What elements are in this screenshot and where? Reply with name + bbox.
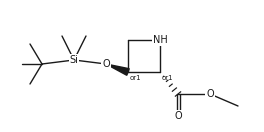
Text: or1: or1: [130, 75, 142, 81]
Text: Si: Si: [69, 55, 78, 65]
Text: O: O: [102, 59, 110, 69]
Text: O: O: [206, 89, 214, 99]
Text: or1: or1: [162, 75, 174, 81]
Polygon shape: [106, 64, 129, 75]
Text: NH: NH: [153, 35, 167, 45]
Text: O: O: [174, 111, 182, 121]
